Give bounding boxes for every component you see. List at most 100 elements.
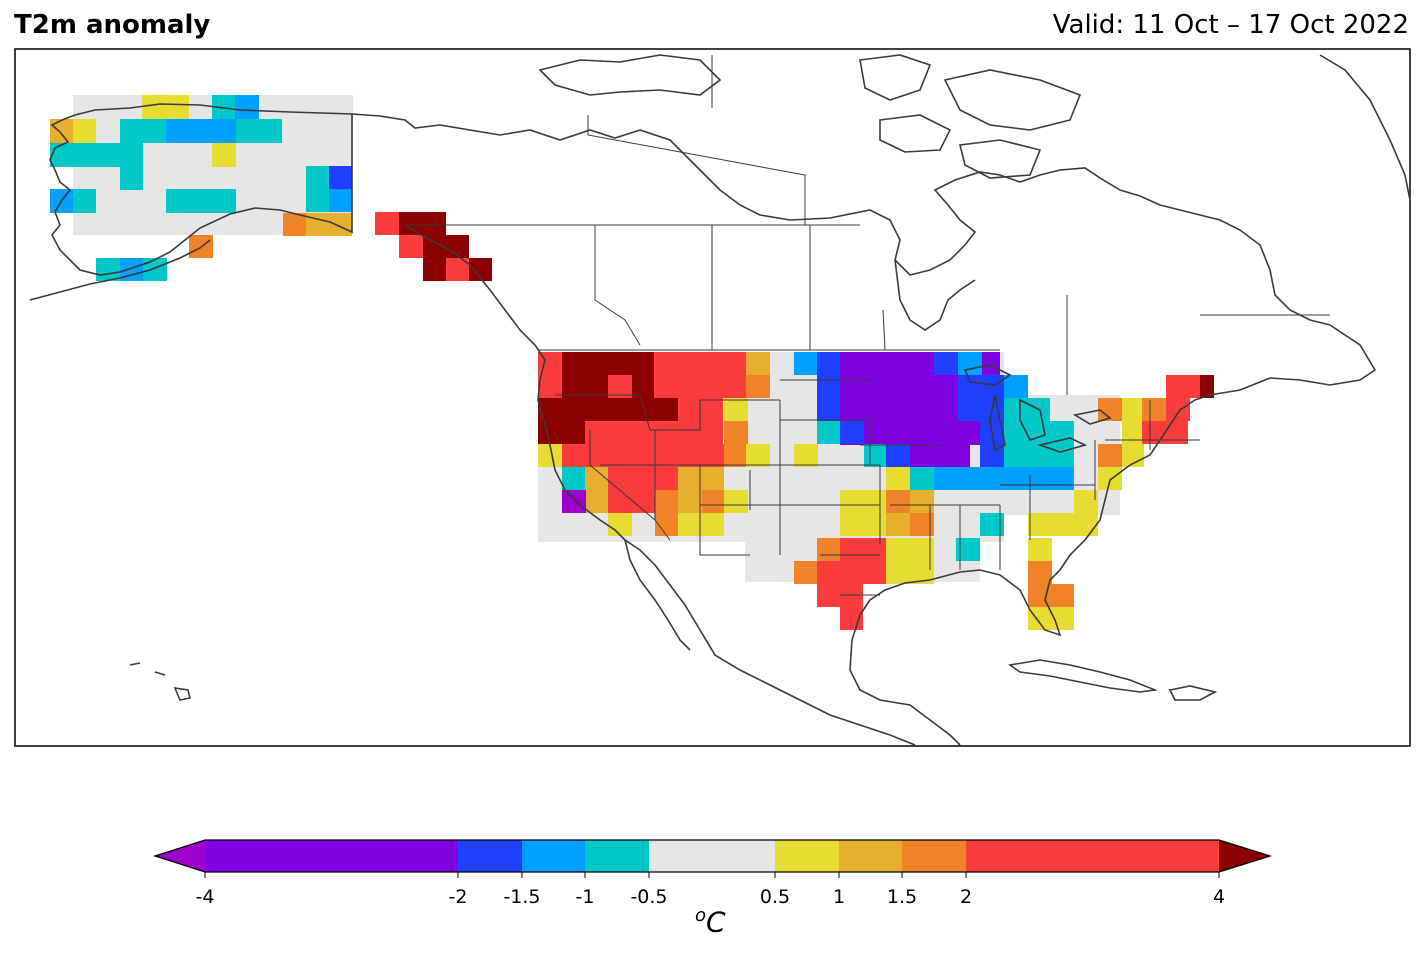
anomaly-cell (886, 513, 910, 536)
anomaly-cell (724, 421, 748, 467)
colorbar-segment (902, 840, 966, 872)
anomaly-cell (236, 119, 282, 143)
colorbar-segment (649, 840, 775, 872)
anomaly-cell (655, 490, 679, 536)
anomaly-cell (585, 467, 609, 513)
anomaly-cell (73, 119, 96, 143)
anomaly-cell (329, 166, 352, 189)
anomaly-cell (423, 235, 446, 258)
colorbar-segment (839, 840, 902, 872)
anomaly-cell (934, 352, 958, 375)
anomaly-cell (886, 538, 910, 561)
anomaly-cell (886, 467, 910, 490)
anomaly-cell (958, 352, 982, 375)
anomaly-cell (446, 258, 469, 281)
anomaly-cell (585, 421, 705, 467)
anomaly-cell (654, 352, 746, 398)
anomaly-cell (1044, 467, 1074, 490)
anomaly-cell (840, 421, 864, 444)
colorbar-tick-label: 2 (960, 886, 972, 908)
colorbar-ticks: -4 -2 -1.5 -1 -0.5 0.5 1 1.5 2 4 (196, 872, 1225, 908)
anomaly-cell (1028, 607, 1074, 630)
anomaly-cell (886, 561, 910, 584)
anomaly-cell (746, 375, 770, 398)
anomaly-cell (678, 513, 724, 536)
anomaly-cell (235, 95, 259, 119)
anomaly-cell (423, 258, 446, 281)
anomaly-cell (1142, 398, 1166, 421)
colorbar-extend-high (1219, 840, 1270, 872)
anomaly-cell (1122, 398, 1142, 444)
colorbar-tick-label: 1 (833, 886, 845, 908)
anomaly-cell (910, 513, 934, 536)
anomaly-cell (50, 143, 73, 167)
colorbar-unit: oC (695, 905, 726, 939)
anomaly-cell (73, 189, 96, 213)
anomaly-cell (817, 352, 840, 422)
anomaly-cell (934, 467, 1044, 490)
anomaly-cell (306, 189, 329, 212)
anomaly-cell (724, 398, 748, 421)
anomaly-cell (678, 467, 724, 490)
anomaly-cell (142, 95, 189, 119)
anomaly-cell (166, 189, 236, 213)
anomaly-cell (562, 467, 586, 490)
colorbar-segment (966, 840, 1219, 872)
anomaly-cell (794, 561, 817, 584)
anomaly-cell (538, 444, 562, 467)
anomaly-cell (956, 538, 980, 561)
anomaly-cell (840, 538, 886, 584)
anomaly-cell (678, 490, 702, 513)
anomaly-cell (700, 398, 723, 444)
colorbar-tick-label: -0.5 (630, 886, 667, 908)
anomaly-cell (538, 352, 562, 400)
anomaly-cell (840, 490, 886, 513)
anomaly-cell (399, 212, 446, 235)
colorbar-tick-label: 1.5 (887, 886, 917, 908)
anomaly-cell (1004, 375, 1028, 398)
anomaly-cell (910, 538, 934, 561)
anomaly-cell (212, 143, 236, 167)
anomaly-cell (166, 119, 236, 143)
anomaly-cell (864, 444, 886, 467)
anomaly-cell (817, 561, 840, 584)
colorbar-tick-label: 0.5 (760, 886, 790, 908)
colorbar-tick-label: 4 (1213, 886, 1225, 908)
anomaly-cell (375, 212, 399, 235)
anomaly-cell (1028, 584, 1074, 607)
anomaly-cell (608, 513, 632, 536)
anomaly-cell (96, 258, 120, 281)
anomaly-cell (886, 490, 910, 513)
anomaly-cell (746, 352, 770, 375)
colorbar-tick-label: -1 (576, 886, 595, 908)
anomaly-cell (700, 444, 724, 467)
anomaly-cell (980, 513, 1004, 536)
anomaly-cell (306, 213, 352, 236)
anomaly-cell (1028, 513, 1098, 536)
anomaly-cell (724, 490, 748, 513)
anomaly-cell (910, 467, 934, 490)
colorbar-segment (522, 840, 585, 872)
anomaly-cell (1098, 398, 1122, 421)
anomaly-cell (886, 444, 910, 467)
colorbar-segment (585, 840, 649, 872)
colorbar (153, 839, 1273, 873)
anomaly-cell (562, 444, 586, 467)
anomaly-cell (1098, 444, 1122, 467)
anomaly-cell (910, 444, 970, 467)
map-title: T2m anomaly (14, 10, 211, 40)
coastlines (29, 54, 1411, 746)
anomaly-cell (1028, 561, 1052, 584)
colorbar-segment (458, 840, 522, 872)
anomaly-cell (120, 119, 166, 143)
anomaly-cell (50, 119, 73, 143)
anomaly-cell (1028, 538, 1052, 561)
anomaly-cell (958, 375, 1004, 421)
anomaly-cell (73, 143, 143, 167)
anomaly-cell (817, 538, 840, 561)
anomaly-cell (399, 235, 423, 258)
anomaly-cell (469, 258, 492, 281)
anomaly-cell (910, 561, 934, 584)
anomaly-cell (1004, 398, 1050, 421)
